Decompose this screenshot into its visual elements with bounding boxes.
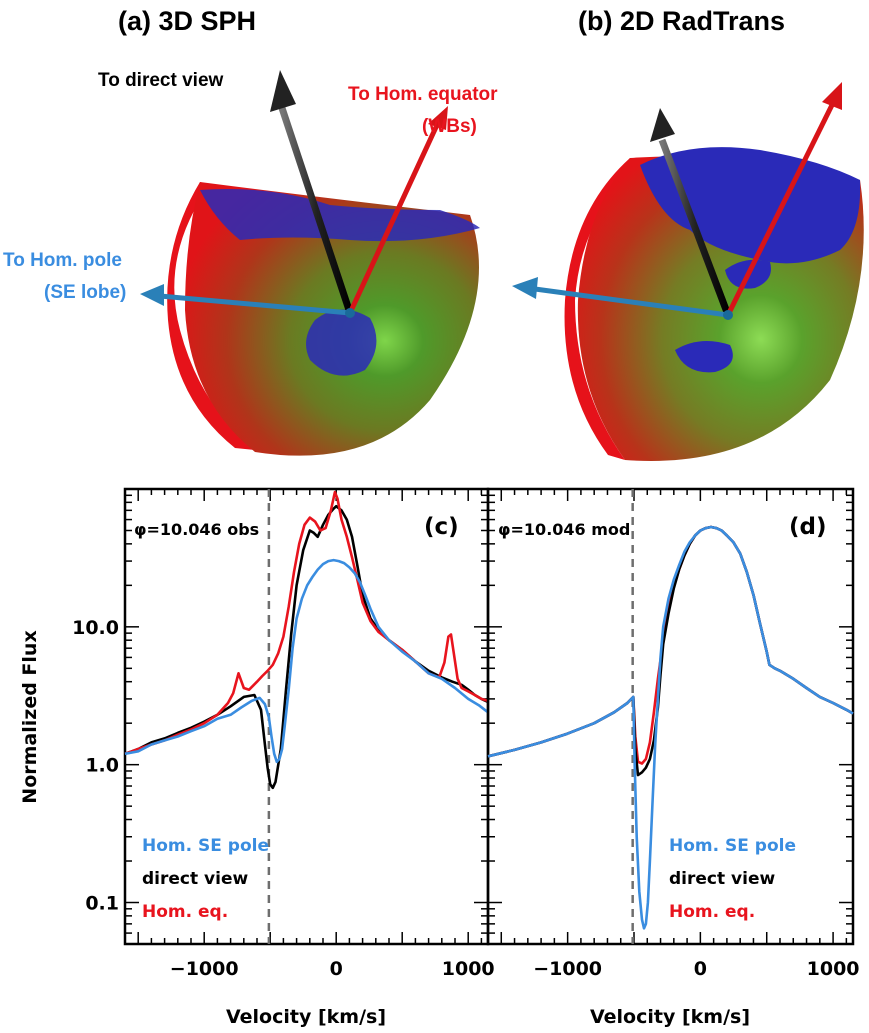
- plot-c-panel-label: (c): [424, 514, 459, 540]
- panel-a-3d-sph: (a) 3D SPH To direct view To Hom. equato…: [3, 6, 498, 456]
- plot-c-ytick-label: 1.0: [85, 755, 119, 777]
- plot-c-xtick-label: 0: [330, 958, 343, 980]
- plot-d-legend-hom-eq: Hom. eq.: [669, 902, 755, 922]
- plot-d-series-hom-eq-: [487, 525, 854, 765]
- arrow-b-direct: [658, 138, 732, 317]
- plot-c-lines: [124, 489, 489, 944]
- label-to-hom-equator: To Hom. equator: [348, 84, 498, 105]
- plot-d-ticks: −1000 0 1000: [488, 489, 860, 980]
- plot-d-panel-label: (d): [789, 514, 827, 540]
- plot-d-frame: [486, 487, 855, 946]
- plot-c-ytick-label: 0.1: [85, 893, 119, 915]
- shell-a-blue-clump: [306, 309, 377, 376]
- plot-d-series-direct-view: [487, 525, 854, 777]
- plot-c: −1000 0 1000 0.1 1.0 10.0 φ=10.046 obs (c) Ho…: [19, 487, 495, 1028]
- arrow-a-direct-head: [270, 70, 296, 112]
- arrow-a-pole-head: [140, 284, 164, 306]
- plot-c-series-hom-se-pole: [124, 558, 489, 764]
- plot-c-legend-direct-view: direct view: [142, 869, 248, 889]
- plot-c-xlabel: Velocity [km/s]: [226, 1006, 386, 1028]
- arrow-a-equator-head: [428, 106, 448, 130]
- plot-d-xlabel: Velocity [km/s]: [590, 1006, 750, 1028]
- plot-d-lines: [487, 489, 854, 944]
- panel-a-shell: [167, 182, 480, 456]
- plot-c-legend-se-pole: Hom. SE pole: [142, 836, 269, 856]
- plot-d-xtick-label: 0: [694, 958, 707, 980]
- label-to-hom-pole: To Hom. pole: [3, 250, 122, 271]
- plot-d-series-hom-se-pole: [487, 525, 854, 930]
- arrow-b-equator-head: [822, 82, 842, 110]
- label-to-direct-view: To direct view: [98, 70, 224, 91]
- plot-c-series-direct-view: [124, 504, 489, 790]
- arrow-a-equator: [347, 123, 440, 315]
- label-se-lobe: (SE lobe): [44, 282, 126, 303]
- plot-d-legend-direct-view: direct view: [669, 869, 775, 889]
- shell-b-blue-blob-2: [675, 341, 733, 373]
- shell-a-blue-rim: [200, 189, 480, 242]
- arrow-a-pole: [159, 293, 351, 316]
- plot-c-xtick-label: 1000: [442, 958, 495, 980]
- arrow-b-pole-head: [512, 277, 538, 299]
- plot-d: −1000 0 1000 φ=10.046 mod (d) Hom. SE pole…: [486, 487, 860, 1028]
- plot-c-ytick-label: 10.0: [72, 617, 119, 639]
- arrow-b-origin: [723, 310, 733, 320]
- plot-c-series-hom-eq-: [124, 490, 489, 756]
- plot-c-xtick-label: −1000: [170, 958, 239, 980]
- shell-a-red-rim: [167, 182, 255, 450]
- plot-d-xtick-label: 1000: [807, 958, 860, 980]
- panel-a-title: (a) 3D SPH: [118, 6, 256, 36]
- arrow-b-pole: [534, 286, 729, 318]
- plot-d-legend-se-pole: Hom. SE pole: [669, 836, 796, 856]
- label-wbs: (WBs): [422, 116, 477, 137]
- shell-b-red-rim: [564, 158, 640, 460]
- panel-b-2d-radtrans: (b) 2D RadTrans: [512, 6, 864, 461]
- plot-c-ylabel: Normalized Flux: [19, 630, 41, 803]
- arrow-a-direct: [278, 106, 354, 315]
- panel-a-arrows: [140, 70, 448, 318]
- panel-b-arrows: [512, 82, 842, 320]
- plot-c-legend-hom-eq: Hom. eq.: [142, 902, 228, 922]
- panel-b-title: (b) 2D RadTrans: [578, 6, 785, 36]
- plot-d-annotation: φ=10.046 mod: [498, 520, 630, 539]
- arrow-b-equator: [725, 103, 835, 317]
- plot-d-xtick-label: −1000: [533, 958, 602, 980]
- arrow-a-origin: [345, 308, 355, 318]
- panel-b-shell: [564, 147, 864, 461]
- plot-c-annotation: φ=10.046 obs: [134, 520, 259, 539]
- arrow-b-direct-head: [650, 108, 675, 142]
